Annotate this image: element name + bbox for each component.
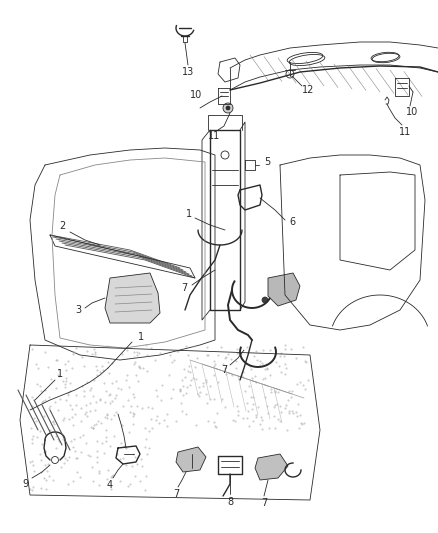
Text: 8: 8 bbox=[227, 497, 233, 507]
Text: 3: 3 bbox=[75, 305, 81, 315]
Circle shape bbox=[262, 297, 268, 303]
Polygon shape bbox=[105, 273, 160, 323]
Text: 6: 6 bbox=[289, 217, 295, 227]
Text: 4: 4 bbox=[107, 480, 113, 490]
Polygon shape bbox=[176, 447, 206, 472]
Text: 11: 11 bbox=[399, 127, 411, 137]
Text: 9: 9 bbox=[22, 479, 28, 489]
Polygon shape bbox=[255, 454, 288, 480]
Text: 12: 12 bbox=[302, 85, 314, 95]
Text: 1: 1 bbox=[138, 332, 144, 342]
Text: 7: 7 bbox=[173, 489, 179, 499]
Text: 10: 10 bbox=[406, 107, 418, 117]
Polygon shape bbox=[268, 273, 300, 306]
Text: 10: 10 bbox=[190, 90, 202, 100]
Text: 7: 7 bbox=[261, 498, 267, 508]
Text: 2: 2 bbox=[59, 221, 65, 231]
Text: 7: 7 bbox=[181, 283, 187, 293]
Text: 5: 5 bbox=[264, 157, 270, 167]
Text: 1: 1 bbox=[57, 369, 63, 379]
Circle shape bbox=[226, 106, 230, 110]
Text: 13: 13 bbox=[182, 67, 194, 77]
Text: 7: 7 bbox=[221, 365, 227, 375]
Text: 11: 11 bbox=[208, 131, 220, 141]
Text: 1: 1 bbox=[186, 209, 192, 219]
Circle shape bbox=[223, 103, 233, 113]
